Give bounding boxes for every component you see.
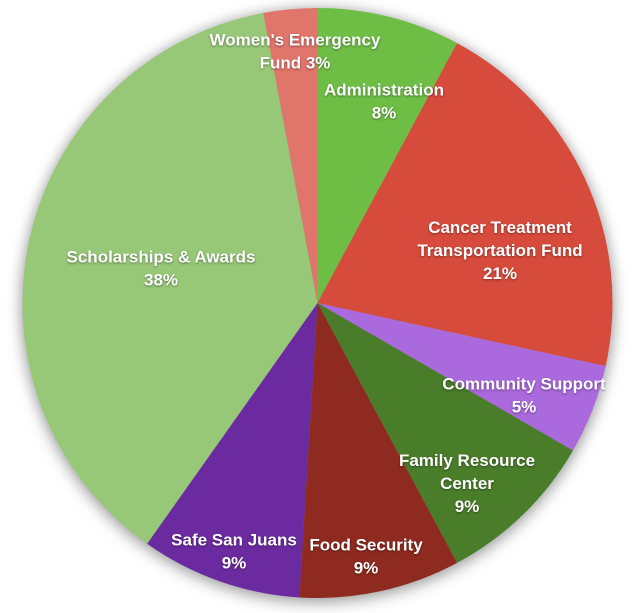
slice-label-community-support: Community Support 5%: [442, 375, 606, 417]
pie-slice-cancer-treatment-transportation-fund: [317, 43, 613, 367]
slice-label-scholarships-awards: Scholarships & Awards 38%: [67, 248, 256, 290]
slice-label-cancer-treatment-transportation-fund: Cancer Treatment Transportation Fund 21%: [417, 218, 582, 283]
pie-slice-food-security: [299, 303, 458, 598]
pie-slice-administration: [317, 8, 458, 303]
pie-slice-family-resource-center: [317, 303, 573, 563]
slice-label-food-security: Food Security 9%: [309, 536, 423, 578]
pie-slice-safe-san-juans: [147, 303, 318, 598]
slice-label-women-s-emergency-fund: Women's Emergency Fund 3%: [210, 31, 382, 73]
pie-slice-community-support: [317, 303, 606, 451]
slice-label-safe-san-juans: Safe San Juans 9%: [171, 531, 297, 573]
slice-label-administration: Administration 8%: [324, 81, 444, 123]
pie-slice-scholarships-awards: [22, 13, 318, 544]
pie: [22, 7, 613, 598]
slice-label-family-resource-center: Family Resource Center 9%: [399, 451, 535, 516]
pie-slice-women-s-emergency-fund: [263, 7, 318, 303]
